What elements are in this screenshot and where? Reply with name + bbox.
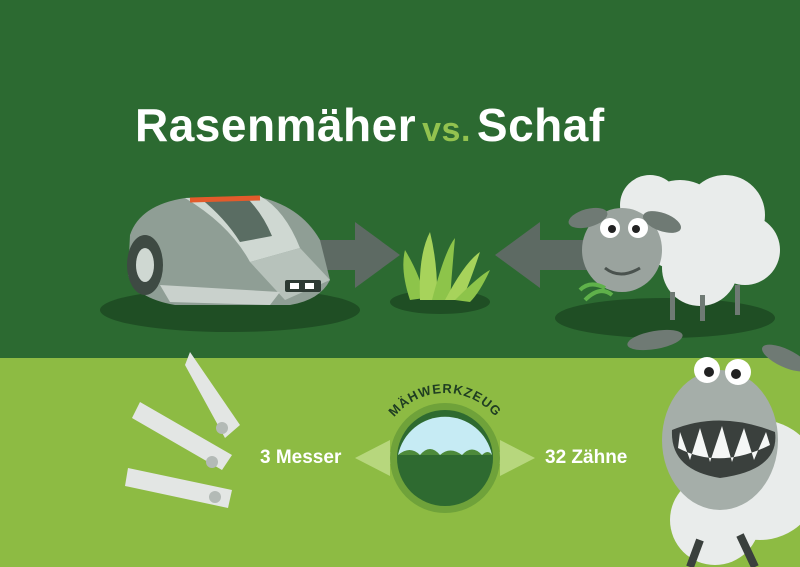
cutting-tool-badge bbox=[355, 403, 535, 513]
headline: Rasenmäher vs. Schaf bbox=[135, 98, 605, 168]
headline-vs: vs. bbox=[422, 111, 471, 149]
badge-label-text: MÄHWERKZEUG bbox=[385, 381, 504, 420]
arrow-left-icon bbox=[495, 222, 590, 288]
mower-blades-icon bbox=[125, 352, 240, 508]
teeth-count-label: 32 Zähne bbox=[545, 447, 628, 468]
sheep-shadow bbox=[555, 298, 775, 338]
sheep-icon bbox=[568, 175, 780, 321]
grass-tuft-icon bbox=[403, 232, 490, 302]
blade-count-label: 3 Messer bbox=[260, 447, 342, 468]
arrow-left-icon bbox=[355, 440, 390, 476]
headline-left: Rasenmäher bbox=[135, 99, 417, 151]
robot-lawn-mower-icon bbox=[127, 195, 330, 305]
arrow-right-icon bbox=[500, 440, 535, 476]
sheep-teeth-icon bbox=[627, 329, 800, 567]
headline-right: Schaf bbox=[476, 99, 605, 151]
